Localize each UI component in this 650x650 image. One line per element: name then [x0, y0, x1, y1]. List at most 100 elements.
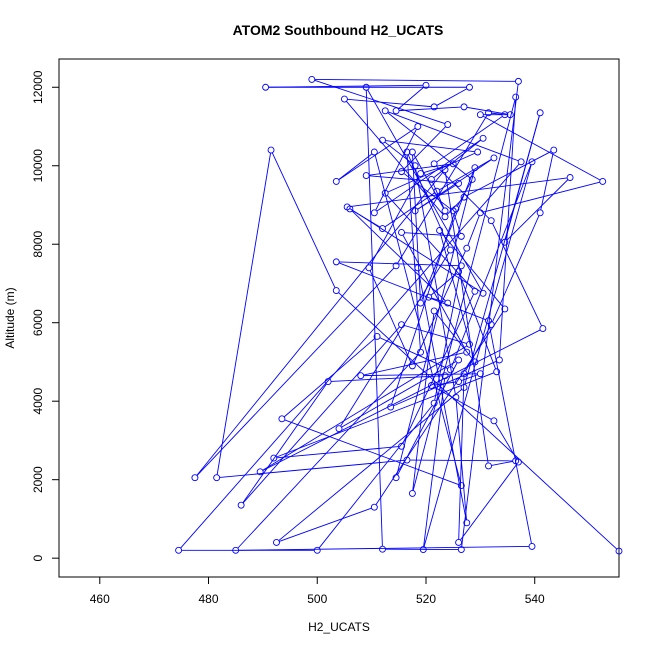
data-point — [370, 209, 378, 217]
x-tick-label: 460 — [90, 592, 110, 606]
y-tick-label: 0 — [31, 555, 45, 562]
series-segment — [331, 375, 443, 382]
data-point — [493, 368, 501, 376]
series-segment — [417, 270, 467, 520]
y-tick-label: 4000 — [31, 388, 45, 415]
series-segment — [406, 154, 421, 350]
series-segment — [465, 327, 491, 372]
data-point — [455, 268, 463, 276]
series-segment — [386, 195, 474, 290]
series-segment — [387, 152, 476, 193]
data-point — [444, 299, 452, 307]
data-point — [340, 95, 348, 103]
data-point — [487, 217, 495, 225]
data-point — [550, 146, 558, 154]
series-segment — [402, 293, 475, 444]
data-point — [468, 176, 476, 183]
x-tick-label: 480 — [198, 592, 218, 606]
y-tick-label: 12000 — [31, 70, 45, 104]
data-point — [267, 146, 275, 154]
x-tick-label: 520 — [416, 592, 436, 606]
series-segment — [491, 112, 502, 115]
data-point — [476, 209, 484, 217]
data-point — [474, 148, 482, 156]
series-segment — [262, 329, 541, 471]
data-point — [460, 103, 468, 111]
x-tick-label: 540 — [525, 592, 545, 606]
data-point — [270, 454, 278, 462]
data-point — [615, 547, 623, 555]
data-point — [425, 293, 433, 301]
series-segment — [492, 223, 542, 327]
chart-title: ATOM2 Southbound H2_UCATS — [233, 22, 444, 38]
series-segment — [453, 213, 461, 234]
data-point — [365, 264, 373, 272]
series-segment — [278, 389, 463, 541]
series-segment — [433, 139, 482, 178]
data-point — [441, 166, 449, 174]
plot-frame — [58, 58, 620, 578]
series-segment — [396, 170, 475, 475]
data-point — [357, 372, 365, 380]
data-point — [479, 289, 487, 297]
data-point — [379, 545, 386, 553]
data-point — [324, 378, 332, 386]
data-point — [501, 305, 509, 313]
data-point — [457, 262, 465, 270]
x-axis-label: H2_UCATS — [308, 620, 370, 634]
data-point — [419, 546, 427, 553]
series-segment — [499, 100, 516, 358]
series-segment — [387, 112, 471, 178]
series-segment — [455, 400, 467, 520]
data-point — [485, 462, 492, 470]
series-segment — [276, 372, 495, 458]
series-segment — [492, 215, 540, 323]
data-point — [599, 177, 607, 185]
x-axis: 460 480 500 520 540 — [90, 576, 545, 606]
data-point — [447, 246, 454, 254]
data-point — [441, 372, 449, 380]
series-segment — [423, 378, 446, 547]
data-point — [278, 415, 286, 423]
series-segment — [340, 252, 450, 427]
series-segment — [384, 192, 435, 228]
data-point — [455, 179, 463, 187]
series-segment — [284, 419, 459, 485]
data-point — [273, 539, 280, 546]
data-point — [514, 77, 522, 85]
y-tick-label: 8000 — [31, 231, 45, 258]
data-point — [441, 213, 449, 221]
series-segment — [363, 373, 478, 377]
series-segment — [242, 383, 327, 503]
series-segment — [384, 141, 414, 165]
data-point — [408, 362, 416, 370]
series-segment — [412, 313, 435, 491]
data-point — [387, 403, 395, 411]
data-point — [495, 356, 503, 364]
series-segment — [338, 153, 373, 180]
series-segment — [314, 78, 516, 82]
data-point — [460, 370, 468, 378]
series-segment — [439, 233, 475, 360]
series-segment — [216, 152, 271, 475]
series-segment — [238, 545, 530, 551]
data-point — [447, 366, 454, 374]
data-point — [232, 546, 240, 554]
series-segment — [268, 84, 423, 88]
data-point — [471, 287, 479, 295]
series-segment — [237, 354, 419, 549]
data-point — [476, 370, 484, 378]
data-point — [362, 172, 370, 180]
data-point — [262, 83, 270, 91]
data-point — [536, 209, 544, 217]
series-segment — [391, 211, 456, 405]
data-point — [379, 225, 386, 232]
data-point — [466, 83, 473, 91]
series-segment — [398, 86, 424, 110]
series-points — [175, 75, 623, 555]
data-point — [408, 489, 416, 497]
data-point — [308, 75, 316, 83]
data-point — [433, 187, 441, 195]
data-point — [398, 229, 405, 236]
data-point — [487, 321, 495, 329]
